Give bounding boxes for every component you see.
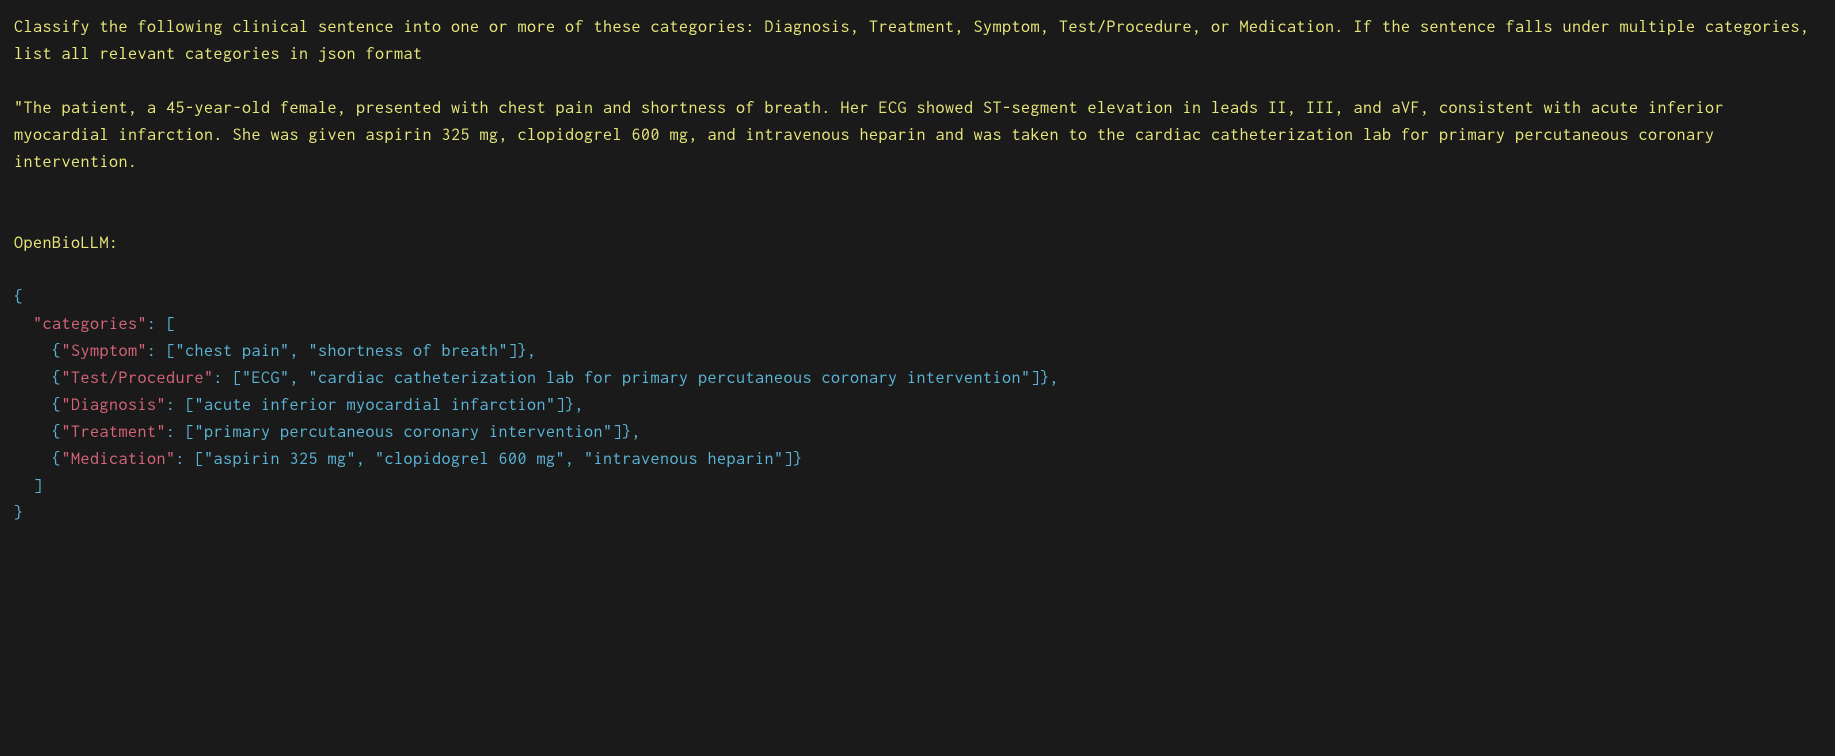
- spacer: [14, 176, 1821, 203]
- spacer: [14, 257, 1821, 284]
- spacer: [14, 203, 1821, 230]
- prompt-instruction: Classify the following clinical sentence…: [14, 14, 1821, 68]
- json-response: { "categories": [ {"Symptom": ["chest pa…: [14, 284, 1821, 527]
- response-label: OpenBioLLM:: [14, 230, 1821, 257]
- spacer: [14, 68, 1821, 95]
- prompt-clinical-text: "The patient, a 45-year-old female, pres…: [14, 95, 1821, 176]
